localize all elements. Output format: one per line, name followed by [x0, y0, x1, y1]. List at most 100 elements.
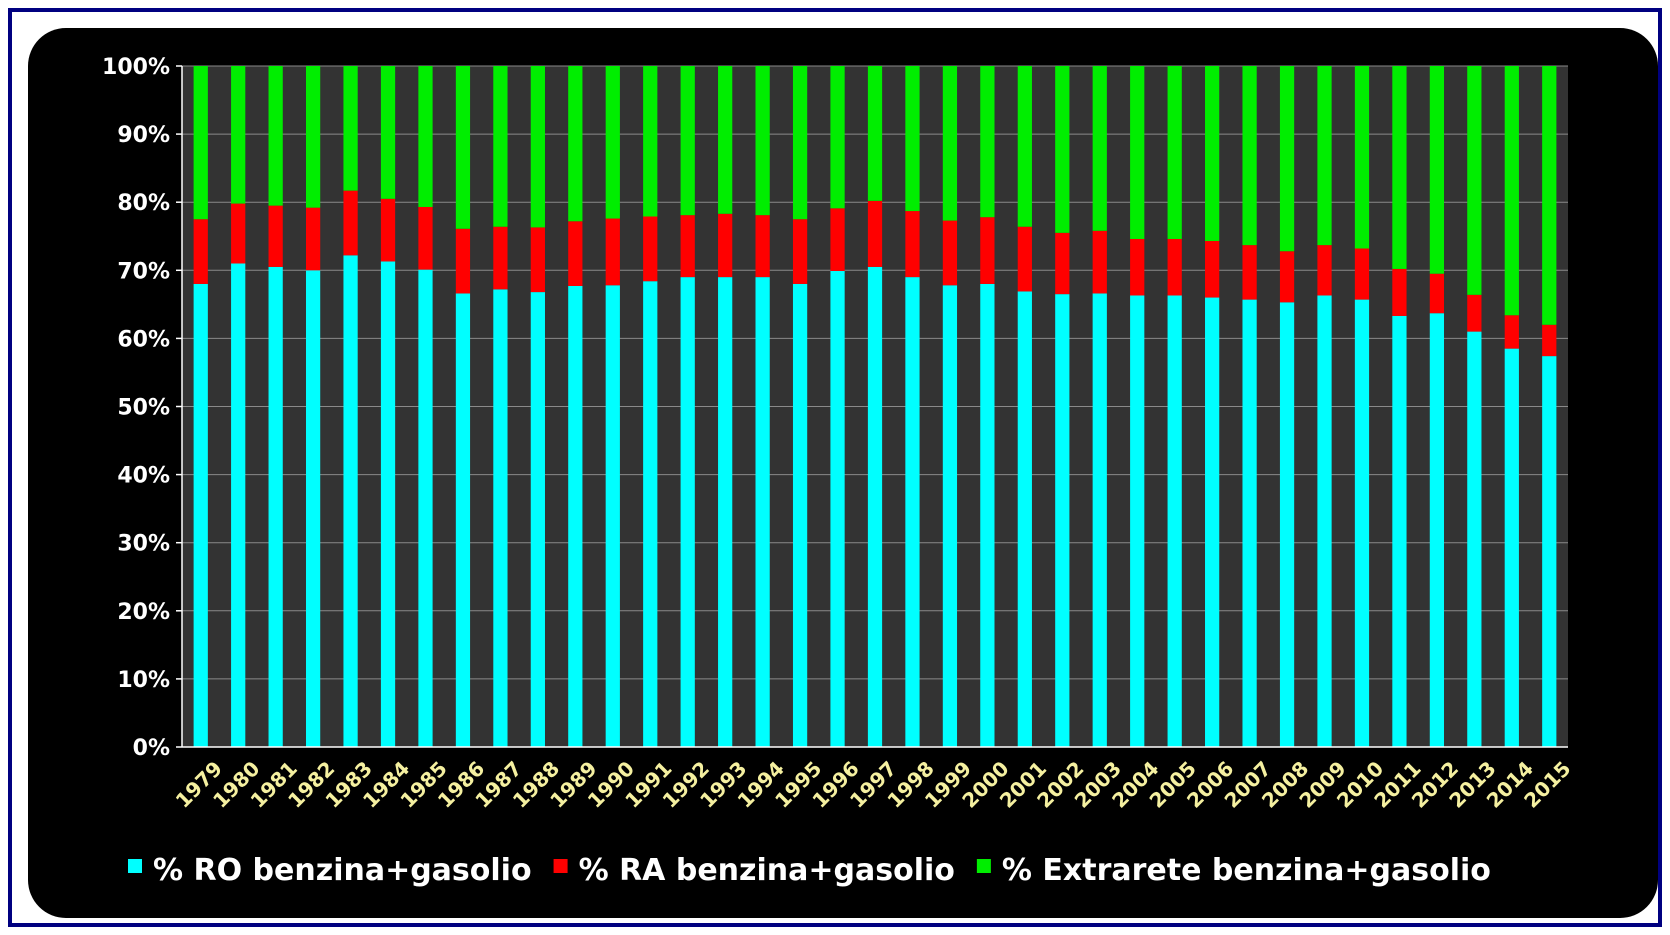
- bar-segment-extrarete-1984: [381, 66, 395, 199]
- bar-segment-ro-2015: [1542, 356, 1556, 747]
- bar-segment-extrarete-1988: [531, 66, 545, 227]
- bar-segment-ra-1990: [606, 219, 620, 286]
- bar-segment-ro-2004: [1130, 295, 1144, 747]
- bar-segment-ro-2000: [980, 284, 994, 747]
- bar-segment-ro-1991: [643, 281, 657, 747]
- y-tick-label: 10%: [117, 668, 170, 693]
- bar-segment-extrarete-2002: [1055, 66, 1069, 233]
- bar-segment-ra-1992: [681, 215, 695, 277]
- bar-segment-ra-1985: [418, 207, 432, 270]
- bar-segment-extrarete-2004: [1130, 66, 1144, 239]
- bar-segment-extrarete-2012: [1430, 66, 1444, 274]
- bar-segment-ra-1995: [793, 219, 807, 284]
- bar-segment-ra-1993: [718, 214, 732, 277]
- bar-segment-ro-1992: [681, 277, 695, 747]
- bar-segment-extrarete-2005: [1168, 66, 1182, 239]
- y-tick-label: 80%: [117, 191, 170, 216]
- legend-entry: % RO benzina+gasolio: [153, 853, 532, 888]
- bar-segment-ra-2005: [1168, 239, 1182, 296]
- bar-segment-ra-1994: [756, 215, 770, 277]
- bar-segment-extrarete-1981: [269, 66, 283, 206]
- bar-segment-ra-2012: [1430, 274, 1444, 313]
- bar-segment-extrarete-1987: [493, 66, 507, 227]
- bar-segment-extrarete-1993: [718, 66, 732, 214]
- bar-segment-ro-2002: [1055, 294, 1069, 747]
- bar-segment-extrarete-1997: [868, 66, 882, 201]
- bar-segment-extrarete-1989: [568, 66, 582, 221]
- bar-segment-extrarete-1991: [643, 66, 657, 217]
- bar-segment-ro-2006: [1205, 298, 1219, 747]
- bar-segment-ra-1988: [531, 227, 545, 292]
- bar-segment-ra-2003: [1093, 231, 1107, 294]
- bar-segment-extrarete-2013: [1467, 66, 1481, 295]
- bar-segment-ro-1987: [493, 289, 507, 747]
- legend-swatch: [128, 859, 142, 873]
- y-tick-label: 90%: [117, 123, 170, 148]
- bar-segment-ra-2006: [1205, 241, 1219, 298]
- bar-segment-ra-1980: [231, 204, 245, 264]
- bar-segment-extrarete-2008: [1280, 66, 1294, 251]
- bar-segment-extrarete-1979: [194, 66, 208, 219]
- y-tick-label: 40%: [117, 464, 170, 489]
- bar-segment-extrarete-1994: [756, 66, 770, 215]
- bar-segment-extrarete-1996: [830, 66, 844, 208]
- bar-segment-ra-2010: [1355, 249, 1369, 300]
- bar-segment-ra-1999: [943, 221, 957, 286]
- bar-segment-ro-1994: [756, 277, 770, 747]
- bar-segment-extrarete-2014: [1505, 66, 1519, 315]
- bar-segment-ra-2013: [1467, 295, 1481, 332]
- bar-segment-ro-2010: [1355, 300, 1369, 747]
- y-tick-label: 60%: [117, 327, 170, 352]
- legend-swatch: [554, 859, 568, 873]
- bar-segment-ra-2007: [1242, 245, 1256, 299]
- bar-segment-ra-1983: [343, 191, 357, 256]
- bar-segment-extrarete-1980: [231, 66, 245, 204]
- bar-segment-extrarete-1992: [681, 66, 695, 215]
- bar-segment-extrarete-2015: [1542, 66, 1556, 325]
- bar-segment-ro-1988: [531, 292, 545, 747]
- bar-segment-ro-2013: [1467, 332, 1481, 747]
- legend-entry: % Extrarete benzina+gasolio: [1002, 853, 1491, 888]
- bar-segment-ro-1993: [718, 277, 732, 747]
- bar-segment-extrarete-2001: [1018, 66, 1032, 227]
- y-tick-label: 0%: [133, 736, 170, 761]
- x-axis: 1979198019811982198319841985198619871988…: [171, 747, 1576, 813]
- bar-segment-ro-2001: [1018, 291, 1032, 747]
- bar-segment-extrarete-1986: [456, 66, 470, 229]
- bar-segment-ro-1981: [269, 267, 283, 747]
- bar-segment-extrarete-1998: [905, 66, 919, 211]
- bar-segment-ra-2009: [1317, 245, 1331, 295]
- bar-segment-ro-1998: [905, 277, 919, 747]
- bar-segment-ro-1999: [943, 285, 957, 747]
- bar-segment-ra-1998: [905, 211, 919, 277]
- bar-segment-extrarete-1995: [793, 66, 807, 219]
- bar-segment-ro-1990: [606, 285, 620, 747]
- bar-segment-ra-1982: [306, 208, 320, 271]
- y-tick-label: 30%: [117, 532, 170, 557]
- bar-segment-ra-1986: [456, 229, 470, 294]
- bar-segment-ro-2011: [1392, 316, 1406, 747]
- bar-segment-ra-1979: [194, 219, 208, 284]
- bar-segment-extrarete-2003: [1093, 66, 1107, 231]
- bar-segment-ra-2001: [1018, 227, 1032, 292]
- bar-segment-ro-1979: [194, 284, 208, 747]
- bar-segment-ro-2009: [1317, 295, 1331, 747]
- bar-segment-ra-1991: [643, 217, 657, 282]
- legend-swatch: [977, 859, 991, 873]
- bar-segment-ra-1984: [381, 199, 395, 262]
- bar-segment-ra-2014: [1505, 315, 1519, 348]
- bar-segment-extrarete-2006: [1205, 66, 1219, 241]
- bar-segment-ro-1982: [306, 270, 320, 747]
- bar-segment-extrarete-2011: [1392, 66, 1406, 269]
- bar-segment-ra-1989: [568, 221, 582, 286]
- bar-segment-ro-2012: [1430, 313, 1444, 747]
- bar-segment-ro-1980: [231, 263, 245, 747]
- bar-segment-ro-1995: [793, 284, 807, 747]
- bar-segment-ro-2005: [1168, 295, 1182, 747]
- bar-segment-extrarete-1985: [418, 66, 432, 207]
- bar-segment-ro-2007: [1242, 300, 1256, 747]
- bar-segment-ro-1985: [418, 270, 432, 747]
- bar-segment-ra-2000: [980, 217, 994, 284]
- bar-segment-ro-1984: [381, 261, 395, 747]
